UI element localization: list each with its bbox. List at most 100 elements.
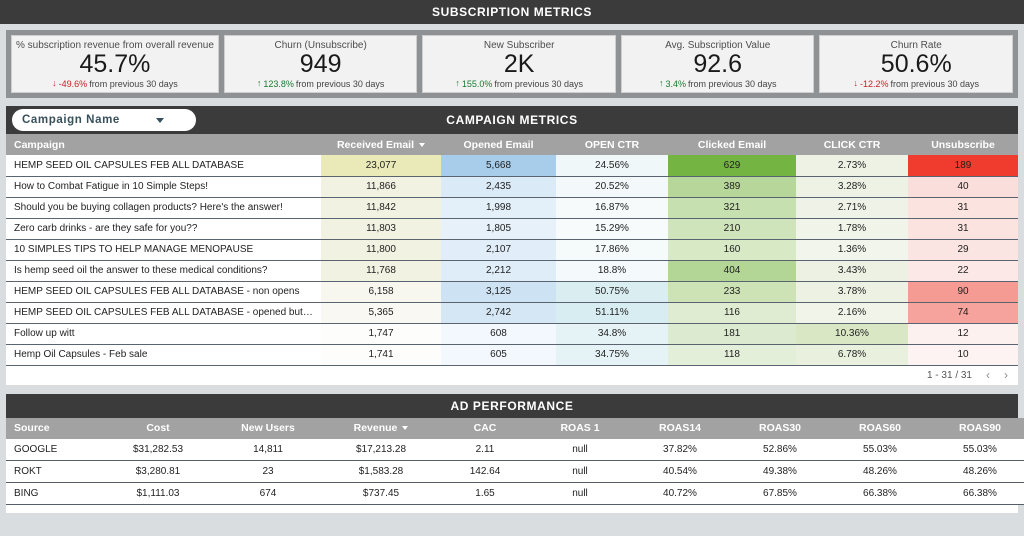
table-cell-open-ctr: 34.75% bbox=[556, 344, 668, 366]
pagination-prev-button[interactable]: ‹ bbox=[986, 368, 990, 382]
column-header-label: ROAS60 bbox=[858, 422, 901, 434]
table-row[interactable]: BING $1,111.03 674 $737.45 1.65 null 40.72% 67.… bbox=[6, 482, 1024, 505]
table-row[interactable]: Follow up witt 1,747 608 34.8% 181 10.36% 12 bbox=[6, 323, 1018, 345]
column-header[interactable]: Received Email bbox=[321, 134, 441, 155]
kpi-delta-percent: 3.4% bbox=[665, 78, 686, 89]
table-cell-unsubscribe: 90 bbox=[908, 281, 1018, 303]
table-cell-clicked: 233 bbox=[668, 281, 796, 303]
kpi-delta-percent: -12.2% bbox=[859, 78, 889, 89]
column-header[interactable]: New Users bbox=[214, 417, 322, 439]
table-cell-roas14: 40.72% bbox=[630, 482, 730, 505]
campaign-name-filter-dropdown[interactable]: Campaign Name bbox=[12, 109, 196, 131]
table-row[interactable]: HEMP SEED OIL CAPSULES FEB ALL DATABASE 2… bbox=[6, 155, 1018, 177]
column-header[interactable]: CLICK CTR bbox=[796, 134, 908, 155]
subscription-metrics-title-bar: SUBSCRIPTION METRICS bbox=[0, 0, 1024, 24]
table-row[interactable]: HEMP SEED OIL CAPSULES FEB ALL DATABASE … bbox=[6, 281, 1018, 303]
kpi-delta-suffix: from previous 30 days bbox=[89, 78, 178, 89]
column-header[interactable]: ROAS14 bbox=[630, 417, 730, 439]
table-cell-opened: 1,805 bbox=[441, 218, 556, 240]
column-header[interactable]: Unsubscribe bbox=[908, 134, 1018, 155]
table-cell-clicked: 118 bbox=[668, 344, 796, 366]
table-row[interactable]: How to Combat Fatigue in 10 Simple Steps… bbox=[6, 176, 1018, 198]
table-row[interactable]: ROKT $3,280.81 23 $1,583.28 142.64 null 40.54%… bbox=[6, 460, 1024, 483]
table-cell-cac: 2.11 bbox=[440, 438, 530, 461]
column-header-label: Unsubscribe bbox=[931, 138, 995, 151]
table-row[interactable]: 10 SIMPLES TIPS TO HELP MANAGE MENOPAUSE… bbox=[6, 239, 1018, 261]
column-header-label: Cost bbox=[146, 422, 170, 434]
column-header[interactable]: ROAS90 bbox=[930, 417, 1024, 439]
table-cell-opened: 2,212 bbox=[441, 260, 556, 282]
table-cell-received: 11,866 bbox=[321, 176, 441, 198]
table-cell-open-ctr: 17.86% bbox=[556, 239, 668, 261]
column-header-label: Clicked Email bbox=[697, 138, 767, 151]
kpi-delta-percent: -49.6% bbox=[58, 78, 88, 89]
table-cell-campaign: HEMP SEED OIL CAPSULES FEB ALL DATABASE bbox=[6, 155, 321, 177]
column-header[interactable]: Clicked Email bbox=[668, 134, 796, 155]
table-row[interactable]: GOOGLE $31,282.53 14,811 $17,213.28 2.11 null… bbox=[6, 438, 1024, 461]
table-row[interactable]: Hemp Oil Capsules - Feb sale 1,741 605 34.7… bbox=[6, 344, 1018, 366]
table-cell-roas30: 67.85% bbox=[730, 482, 830, 505]
table-cell-campaign: 10 SIMPLES TIPS TO HELP MANAGE MENOPAUSE bbox=[6, 239, 321, 261]
kpi-card: Avg. Subscription Value 92.6 ↑ 3.4% from pre… bbox=[620, 35, 815, 93]
campaign-name-filter-label: Campaign Name bbox=[22, 114, 120, 126]
column-header[interactable]: CAC bbox=[440, 417, 530, 439]
column-header[interactable]: Campaign bbox=[6, 134, 321, 155]
table-cell-roas14: 40.54% bbox=[630, 460, 730, 483]
column-header-label: ROAS90 bbox=[958, 422, 1001, 434]
table-cell-campaign: Follow up witt bbox=[6, 323, 321, 345]
column-header-label: ROAS30 bbox=[758, 422, 801, 434]
table-row[interactable]: Zero carb drinks - are they safe for you… bbox=[6, 218, 1018, 240]
kpi-value: 2K bbox=[503, 49, 535, 78]
table-row[interactable]: Is hemp seed oil the answer to these med… bbox=[6, 260, 1018, 282]
table-cell-new-users: 14,811 bbox=[214, 438, 322, 461]
column-header[interactable]: ROAS30 bbox=[730, 417, 830, 439]
table-cell-source: GOOGLE bbox=[6, 438, 102, 461]
table-cell-opened: 2,435 bbox=[441, 176, 556, 198]
table-cell-unsubscribe: 22 bbox=[908, 260, 1018, 282]
table-cell-campaign: HEMP SEED OIL CAPSULES FEB ALL DATABASE … bbox=[6, 302, 321, 324]
table-cell-click-ctr: 1.78% bbox=[796, 218, 908, 240]
column-header[interactable]: Cost bbox=[102, 417, 214, 439]
table-cell-source: ROKT bbox=[6, 460, 102, 483]
table-row[interactable]: Should you be buying collagen products? … bbox=[6, 197, 1018, 219]
table-cell-unsubscribe: 74 bbox=[908, 302, 1018, 324]
table-cell-received: 11,842 bbox=[321, 197, 441, 219]
table-cell-click-ctr: 2.71% bbox=[796, 197, 908, 219]
column-header-label: ROAS 1 bbox=[560, 422, 600, 434]
table-cell-roas90: 48.26% bbox=[930, 460, 1024, 483]
table-row[interactable]: HEMP SEED OIL CAPSULES FEB ALL DATABASE … bbox=[6, 302, 1018, 324]
table-cell-roas30: 49.38% bbox=[730, 460, 830, 483]
table-cell-roas90: 55.03% bbox=[930, 438, 1024, 461]
table-cell-campaign: Hemp Oil Capsules - Feb sale bbox=[6, 344, 321, 366]
column-header[interactable]: OPEN CTR bbox=[556, 134, 668, 155]
table-cell-clicked: 389 bbox=[668, 176, 796, 198]
column-header[interactable]: Revenue bbox=[322, 417, 440, 439]
table-cell-received: 11,800 bbox=[321, 239, 441, 261]
column-header[interactable]: ROAS 1 bbox=[530, 417, 630, 439]
column-header[interactable]: ROAS60 bbox=[830, 417, 930, 439]
table-cell-clicked: 116 bbox=[668, 302, 796, 324]
table-cell-clicked: 404 bbox=[668, 260, 796, 282]
table-cell-opened: 2,107 bbox=[441, 239, 556, 261]
table-cell-revenue: $17,213.28 bbox=[322, 438, 440, 461]
table-cell-open-ctr: 18.8% bbox=[556, 260, 668, 282]
pagination-next-button[interactable]: › bbox=[1004, 368, 1008, 382]
table-cell-received: 6,158 bbox=[321, 281, 441, 303]
arrow-up-icon: ↑ bbox=[658, 78, 664, 88]
table-cell-clicked: 210 bbox=[668, 218, 796, 240]
kpi-title: % subscription revenue from overall reve… bbox=[16, 39, 214, 51]
table-cell-opened: 608 bbox=[441, 323, 556, 345]
campaign-metrics-title-bar: Campaign Name CAMPAIGN METRICS bbox=[6, 106, 1018, 134]
kpi-delta: ↑ 155.0% from previous 30 days bbox=[455, 79, 583, 89]
kpi-title: New Subscriber bbox=[483, 39, 555, 51]
table-cell-opened: 2,742 bbox=[441, 302, 556, 324]
arrow-down-icon: ↓ bbox=[853, 78, 858, 88]
campaign-table-pagination: 1 - 31 / 31 ‹ › bbox=[6, 365, 1018, 386]
kpi-card: Churn Rate 50.6% ↓ -12.2% from previous 30 d… bbox=[819, 35, 1014, 93]
arrow-up-icon: ↑ bbox=[256, 78, 262, 88]
sort-descending-icon bbox=[402, 426, 409, 431]
column-header[interactable]: Source bbox=[6, 417, 102, 439]
kpi-delta: ↓ -49.6% from previous 30 days bbox=[52, 79, 178, 89]
column-header[interactable]: Opened Email bbox=[441, 134, 556, 155]
table-cell-cac: 1.65 bbox=[440, 482, 530, 505]
